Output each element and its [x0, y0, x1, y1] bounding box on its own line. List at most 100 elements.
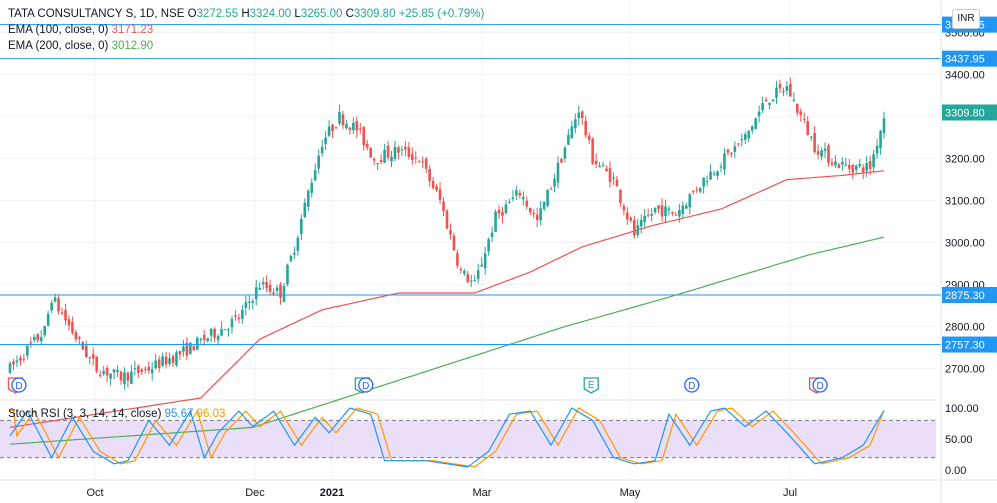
candle: [501, 212, 504, 216]
candle: [789, 84, 792, 97]
candle: [764, 99, 768, 102]
candle: [39, 337, 43, 342]
candle: [778, 83, 782, 89]
candle: [681, 205, 685, 214]
candle: [237, 317, 241, 320]
candle: [768, 102, 771, 105]
low-value: 3265.00: [300, 8, 343, 20]
candle: [463, 270, 466, 274]
candle: [816, 151, 820, 155]
candle: [189, 342, 192, 354]
candle: [487, 239, 490, 252]
candle: [241, 309, 244, 319]
dividend-icon[interactable]: [358, 377, 374, 393]
ema100-row[interactable]: EMA (100, close, 0) 3171.23: [8, 22, 484, 38]
candle: [532, 213, 536, 215]
candle: [230, 319, 234, 328]
candle: [567, 134, 570, 145]
candle: [504, 204, 508, 214]
candle: [823, 148, 827, 151]
dividend-icon[interactable]: [11, 377, 27, 393]
candle: [473, 279, 477, 281]
candle: [820, 150, 823, 157]
candle: [71, 321, 74, 333]
candle: [296, 237, 300, 251]
candle: [43, 326, 46, 336]
candle: [178, 351, 182, 355]
candle: [747, 130, 751, 139]
candle: [105, 367, 109, 376]
candle: [46, 313, 50, 326]
candle: [719, 166, 723, 168]
stoch-tick-label: 0.00: [945, 465, 966, 477]
candle: [750, 126, 754, 131]
candle: [563, 147, 567, 159]
symbol-label[interactable]: TATA CONSULTANCY S, 1D, NSE: [8, 8, 185, 20]
candle: [352, 122, 355, 131]
currency-badge[interactable]: INR: [952, 9, 980, 29]
high-value: 3324.00: [249, 8, 292, 20]
ema200-line: [9, 236, 885, 445]
candle: [310, 183, 314, 193]
candle: [282, 286, 286, 303]
price-axis[interactable]: [941, 0, 997, 503]
candle: [390, 156, 393, 162]
candle: [695, 189, 699, 191]
dividend-icon-letter: D: [15, 381, 22, 392]
candle: [195, 337, 199, 350]
candle: [483, 253, 487, 269]
candle: [490, 232, 494, 237]
candle: [60, 312, 64, 314]
candle: [771, 99, 775, 102]
candle: [542, 201, 546, 210]
candle: [698, 187, 702, 192]
hline-price-tag: [942, 286, 997, 303]
candle: [369, 147, 372, 158]
candle: [95, 356, 99, 372]
candle: [15, 360, 19, 363]
dividend-icon[interactable]: [812, 377, 828, 393]
candle: [338, 111, 341, 124]
candle: [584, 120, 588, 136]
ema100-label: EMA (100, close, 0): [8, 24, 109, 36]
candle: [32, 336, 36, 341]
candle: [143, 368, 147, 370]
candle: [29, 342, 33, 344]
dividend-icon-letter: D: [688, 381, 695, 392]
candle: [53, 297, 57, 302]
candle: [206, 338, 209, 342]
candle: [327, 126, 331, 136]
candle: [150, 369, 154, 374]
last-price-label: 3309.80: [945, 107, 985, 119]
ema200-row[interactable]: EMA (200, close, 0) 3012.90: [8, 38, 484, 54]
hline-price-label: 2757.30: [945, 340, 985, 352]
candle: [754, 118, 757, 130]
candle: [705, 181, 709, 183]
candle: [664, 206, 667, 217]
candle: [757, 111, 761, 117]
price-tick-label: 3200.00: [945, 154, 985, 166]
candle: [591, 138, 594, 164]
hline-price-tag: [942, 336, 997, 353]
candle: [674, 214, 678, 216]
candle: [400, 149, 404, 151]
stoch-k-line: [9, 407, 885, 468]
candle: [57, 298, 60, 312]
stoch-legend[interactable]: Stoch RSI (3, 3, 14, 14, close) 95.67 96…: [8, 408, 225, 420]
earnings-icon[interactable]: [583, 377, 599, 394]
candle: [612, 177, 615, 179]
candle: [775, 87, 778, 98]
symbol-row: TATA CONSULTANCY S, 1D, NSE O3272.55 H33…: [8, 6, 484, 22]
candle: [397, 147, 400, 153]
candle: [88, 357, 92, 359]
candle: [372, 158, 376, 161]
candle: [546, 190, 549, 206]
candle: [743, 134, 747, 140]
candle: [601, 165, 605, 167]
dividend-icon[interactable]: [684, 377, 700, 393]
candle: [358, 128, 362, 130]
candle: [109, 373, 112, 379]
candle: [497, 209, 501, 214]
candle: [348, 127, 352, 130]
